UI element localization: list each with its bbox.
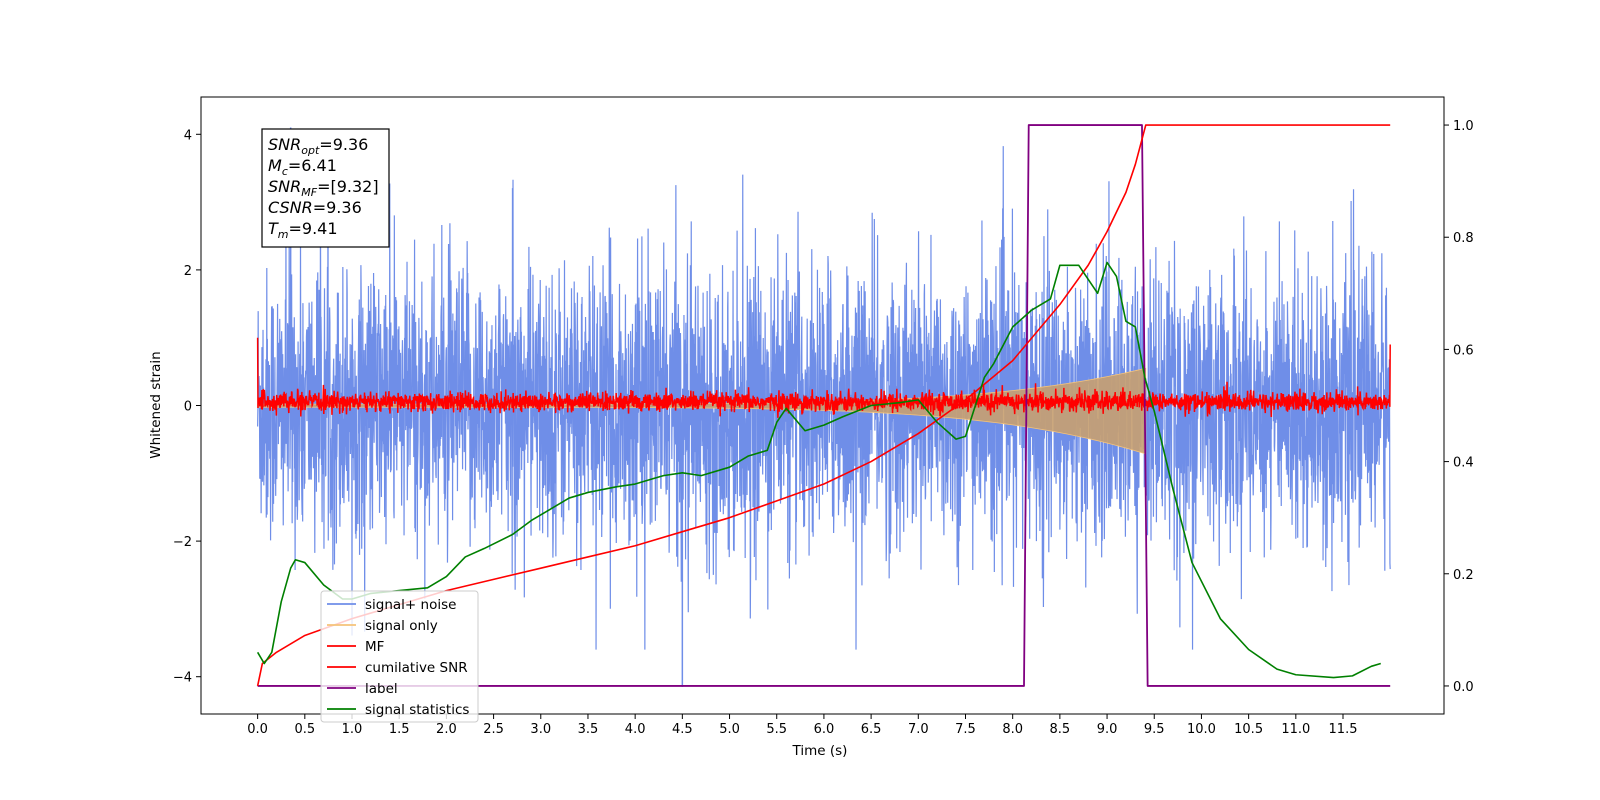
x-tick-label: 2.5	[483, 722, 504, 737]
legend-label: MF	[365, 639, 384, 655]
legend-label: signal only	[365, 618, 438, 634]
x-tick-label: 6.5	[861, 722, 882, 737]
signal-noise-line	[257, 146, 1391, 650]
x-tick-label: 6.0	[814, 722, 835, 737]
annotation-line: CSNR=9.36	[268, 198, 362, 217]
y-right-tick-label: 0.2	[1453, 568, 1474, 583]
x-tick-label: 8.5	[1050, 722, 1071, 737]
x-tick-label: 3.5	[578, 722, 599, 737]
x-tick-label: 8.0	[1002, 722, 1023, 737]
x-tick-label: 0.5	[294, 722, 315, 737]
mf-line	[256, 337, 1391, 418]
x-tick-label: 7.5	[955, 722, 976, 737]
x-tick-label: 11.0	[1281, 722, 1310, 737]
annotation-line: SNRopt=9.36	[268, 135, 368, 157]
x-tick-label: 11.5	[1329, 722, 1358, 737]
legend-label: label	[365, 681, 398, 697]
x-tick-label: 5.0	[719, 722, 740, 737]
y-tick-label: 4	[184, 128, 192, 143]
x-tick-label: 0.0	[247, 722, 268, 737]
x-tick-label: 9.5	[1144, 722, 1165, 737]
y-axis-label: Whitened strain	[148, 351, 164, 458]
y-tick-label: 0	[184, 400, 192, 415]
annotation-line: Mc=6.41	[268, 156, 337, 178]
legend-label: signal statistics	[365, 702, 469, 718]
legend-label: cumilative SNR	[365, 660, 468, 676]
x-tick-label: 4.5	[672, 722, 693, 737]
annotation-line: Tm=9.41	[268, 219, 338, 241]
y-right-tick-label: 0.4	[1453, 456, 1474, 471]
annotation-line: SNRMF=[9.32]	[268, 177, 379, 199]
x-tick-label: 10.0	[1187, 722, 1216, 737]
legend: signal+ noise signal only MF cumilative SNR…	[320, 590, 479, 723]
x-tick-label: 7.0	[908, 722, 929, 737]
x-tick-label: 1.0	[342, 722, 363, 737]
y-tick-label: −2	[173, 535, 192, 550]
mf-series	[256, 337, 1391, 418]
x-tick-label: 5.5	[766, 722, 787, 737]
axes: 0.0 0.5 1.0 1.5 2.0 2.5 3.0 3.5 4.0 4.5 5.0 5.5 6.0 6…	[173, 119, 1474, 737]
x-tick-label: 2.0	[436, 722, 457, 737]
x-tick-label: 9.0	[1097, 722, 1118, 737]
y-right-tick-label: 0.6	[1453, 343, 1474, 358]
legend-label: signal+ noise	[365, 597, 456, 613]
x-axis-label: Time (s)	[792, 743, 848, 759]
x-tick-label: 10.5	[1234, 722, 1263, 737]
legend-frame	[320, 590, 479, 723]
y-tick-label: −4	[173, 671, 192, 686]
x-tick-label: 3.0	[530, 722, 551, 737]
label-line	[257, 124, 1391, 687]
x-tick-label: 1.5	[389, 722, 410, 737]
x-tick-label: 4.0	[625, 722, 646, 737]
y-right-tick-label: 0.8	[1453, 231, 1474, 246]
y-right-tick-label: 1.0	[1453, 119, 1474, 134]
y-tick-label: 2	[184, 264, 192, 279]
annotation-frame	[261, 128, 390, 248]
y-right-tick-label: 0.0	[1453, 680, 1474, 695]
